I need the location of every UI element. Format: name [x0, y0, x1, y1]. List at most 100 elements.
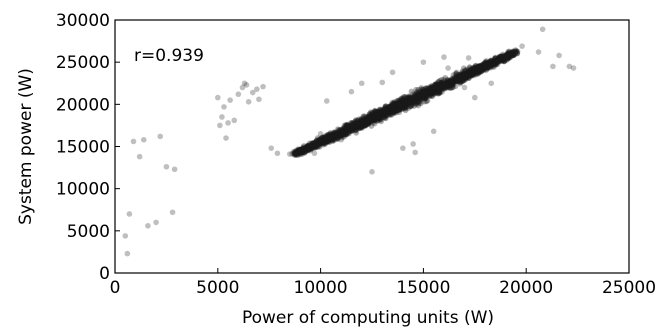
cluster-point [399, 100, 405, 106]
cluster-point [514, 50, 521, 57]
cluster-point [455, 74, 461, 80]
scatter-point [223, 135, 229, 141]
cluster-point [383, 105, 389, 111]
cluster-point [475, 68, 481, 75]
cluster-point [509, 51, 516, 57]
cluster-point [391, 108, 397, 115]
cluster-point [331, 131, 337, 137]
cluster-point [392, 105, 398, 112]
cluster-point [495, 55, 502, 61]
cluster-point [513, 48, 520, 54]
cluster-point [404, 96, 410, 103]
cluster-point [476, 67, 482, 73]
cluster-point [440, 84, 446, 91]
cluster-point [473, 69, 480, 75]
cluster-point [366, 117, 373, 123]
cluster-point [486, 62, 493, 68]
scatter-point [389, 69, 396, 76]
cluster-point [295, 151, 302, 157]
cluster-point [420, 88, 426, 95]
cluster-point [430, 89, 437, 96]
cluster-point [378, 107, 385, 113]
cluster-point [390, 110, 397, 116]
cluster-point [480, 61, 486, 68]
cluster-point [370, 113, 377, 119]
cluster-point [397, 96, 403, 103]
cluster-point [381, 110, 387, 117]
cluster-point [455, 72, 462, 79]
cluster-point [427, 89, 434, 96]
cluster-point [481, 65, 487, 72]
cluster-point [406, 95, 412, 102]
cluster-point [437, 82, 443, 89]
cluster-point [303, 146, 309, 153]
cluster-point [396, 100, 403, 107]
cluster-point [356, 124, 362, 131]
cluster-point [494, 58, 501, 65]
cluster-point [469, 69, 476, 75]
cluster-point [453, 69, 460, 76]
cluster-point [453, 75, 460, 82]
cluster-point [302, 145, 308, 152]
cluster-point [462, 72, 468, 79]
cluster-point [472, 66, 479, 72]
cluster-point [484, 60, 490, 67]
cluster-point [413, 95, 419, 102]
cluster-point [483, 66, 490, 72]
scatter-point [219, 114, 225, 120]
cluster-point [391, 101, 398, 108]
cluster-point [314, 137, 320, 144]
cluster-point [325, 135, 332, 141]
cluster-point [437, 85, 443, 91]
cluster-point [295, 147, 302, 153]
cluster-point [471, 67, 477, 73]
cluster-point [304, 145, 310, 152]
cluster-point [400, 104, 407, 110]
cluster-point [455, 77, 462, 84]
cluster-point [310, 142, 317, 149]
cluster-point [402, 104, 409, 111]
cluster-point [418, 92, 424, 98]
cluster-point [386, 108, 392, 114]
cluster-point [427, 90, 434, 96]
cluster-point [477, 62, 483, 69]
cluster-point [340, 127, 347, 134]
cluster-point [358, 124, 365, 130]
cluster-point [323, 132, 329, 139]
cluster-point [491, 64, 497, 70]
cluster-point [506, 53, 512, 59]
cluster-point [313, 138, 320, 144]
cluster-point [408, 102, 415, 109]
cluster-point [297, 147, 303, 153]
cluster-point [342, 130, 349, 136]
cluster-point [396, 106, 403, 112]
cluster-point [448, 80, 455, 87]
scatter-point [227, 97, 233, 103]
cluster-point [464, 71, 470, 77]
cluster-point [302, 145, 309, 152]
cluster-point [433, 82, 439, 89]
cluster-point [349, 128, 355, 134]
cluster-point [460, 78, 466, 84]
scatter-point [243, 82, 250, 88]
cluster-point [510, 50, 517, 57]
axis-ticks: 0 5000 10000 15000 20000 25000050001000015000… [56, 11, 656, 298]
cluster-point [325, 135, 332, 142]
y-axis-title: System power (W) [16, 68, 36, 225]
cluster-point [292, 150, 298, 157]
cluster-point [295, 146, 302, 152]
cluster-point [413, 93, 420, 99]
cluster-point [472, 65, 479, 72]
x-tick-label: 20000 [499, 278, 553, 298]
cluster-point [315, 138, 321, 144]
scatter-point [445, 65, 451, 71]
cluster-point [478, 66, 485, 72]
cluster-point [448, 78, 455, 85]
cluster-point [445, 84, 452, 90]
cluster-point [313, 139, 320, 146]
cluster-point [376, 115, 383, 122]
cluster-point [392, 104, 399, 111]
cluster-point [310, 143, 317, 149]
cluster-point [326, 136, 333, 143]
cluster-point [473, 70, 480, 77]
